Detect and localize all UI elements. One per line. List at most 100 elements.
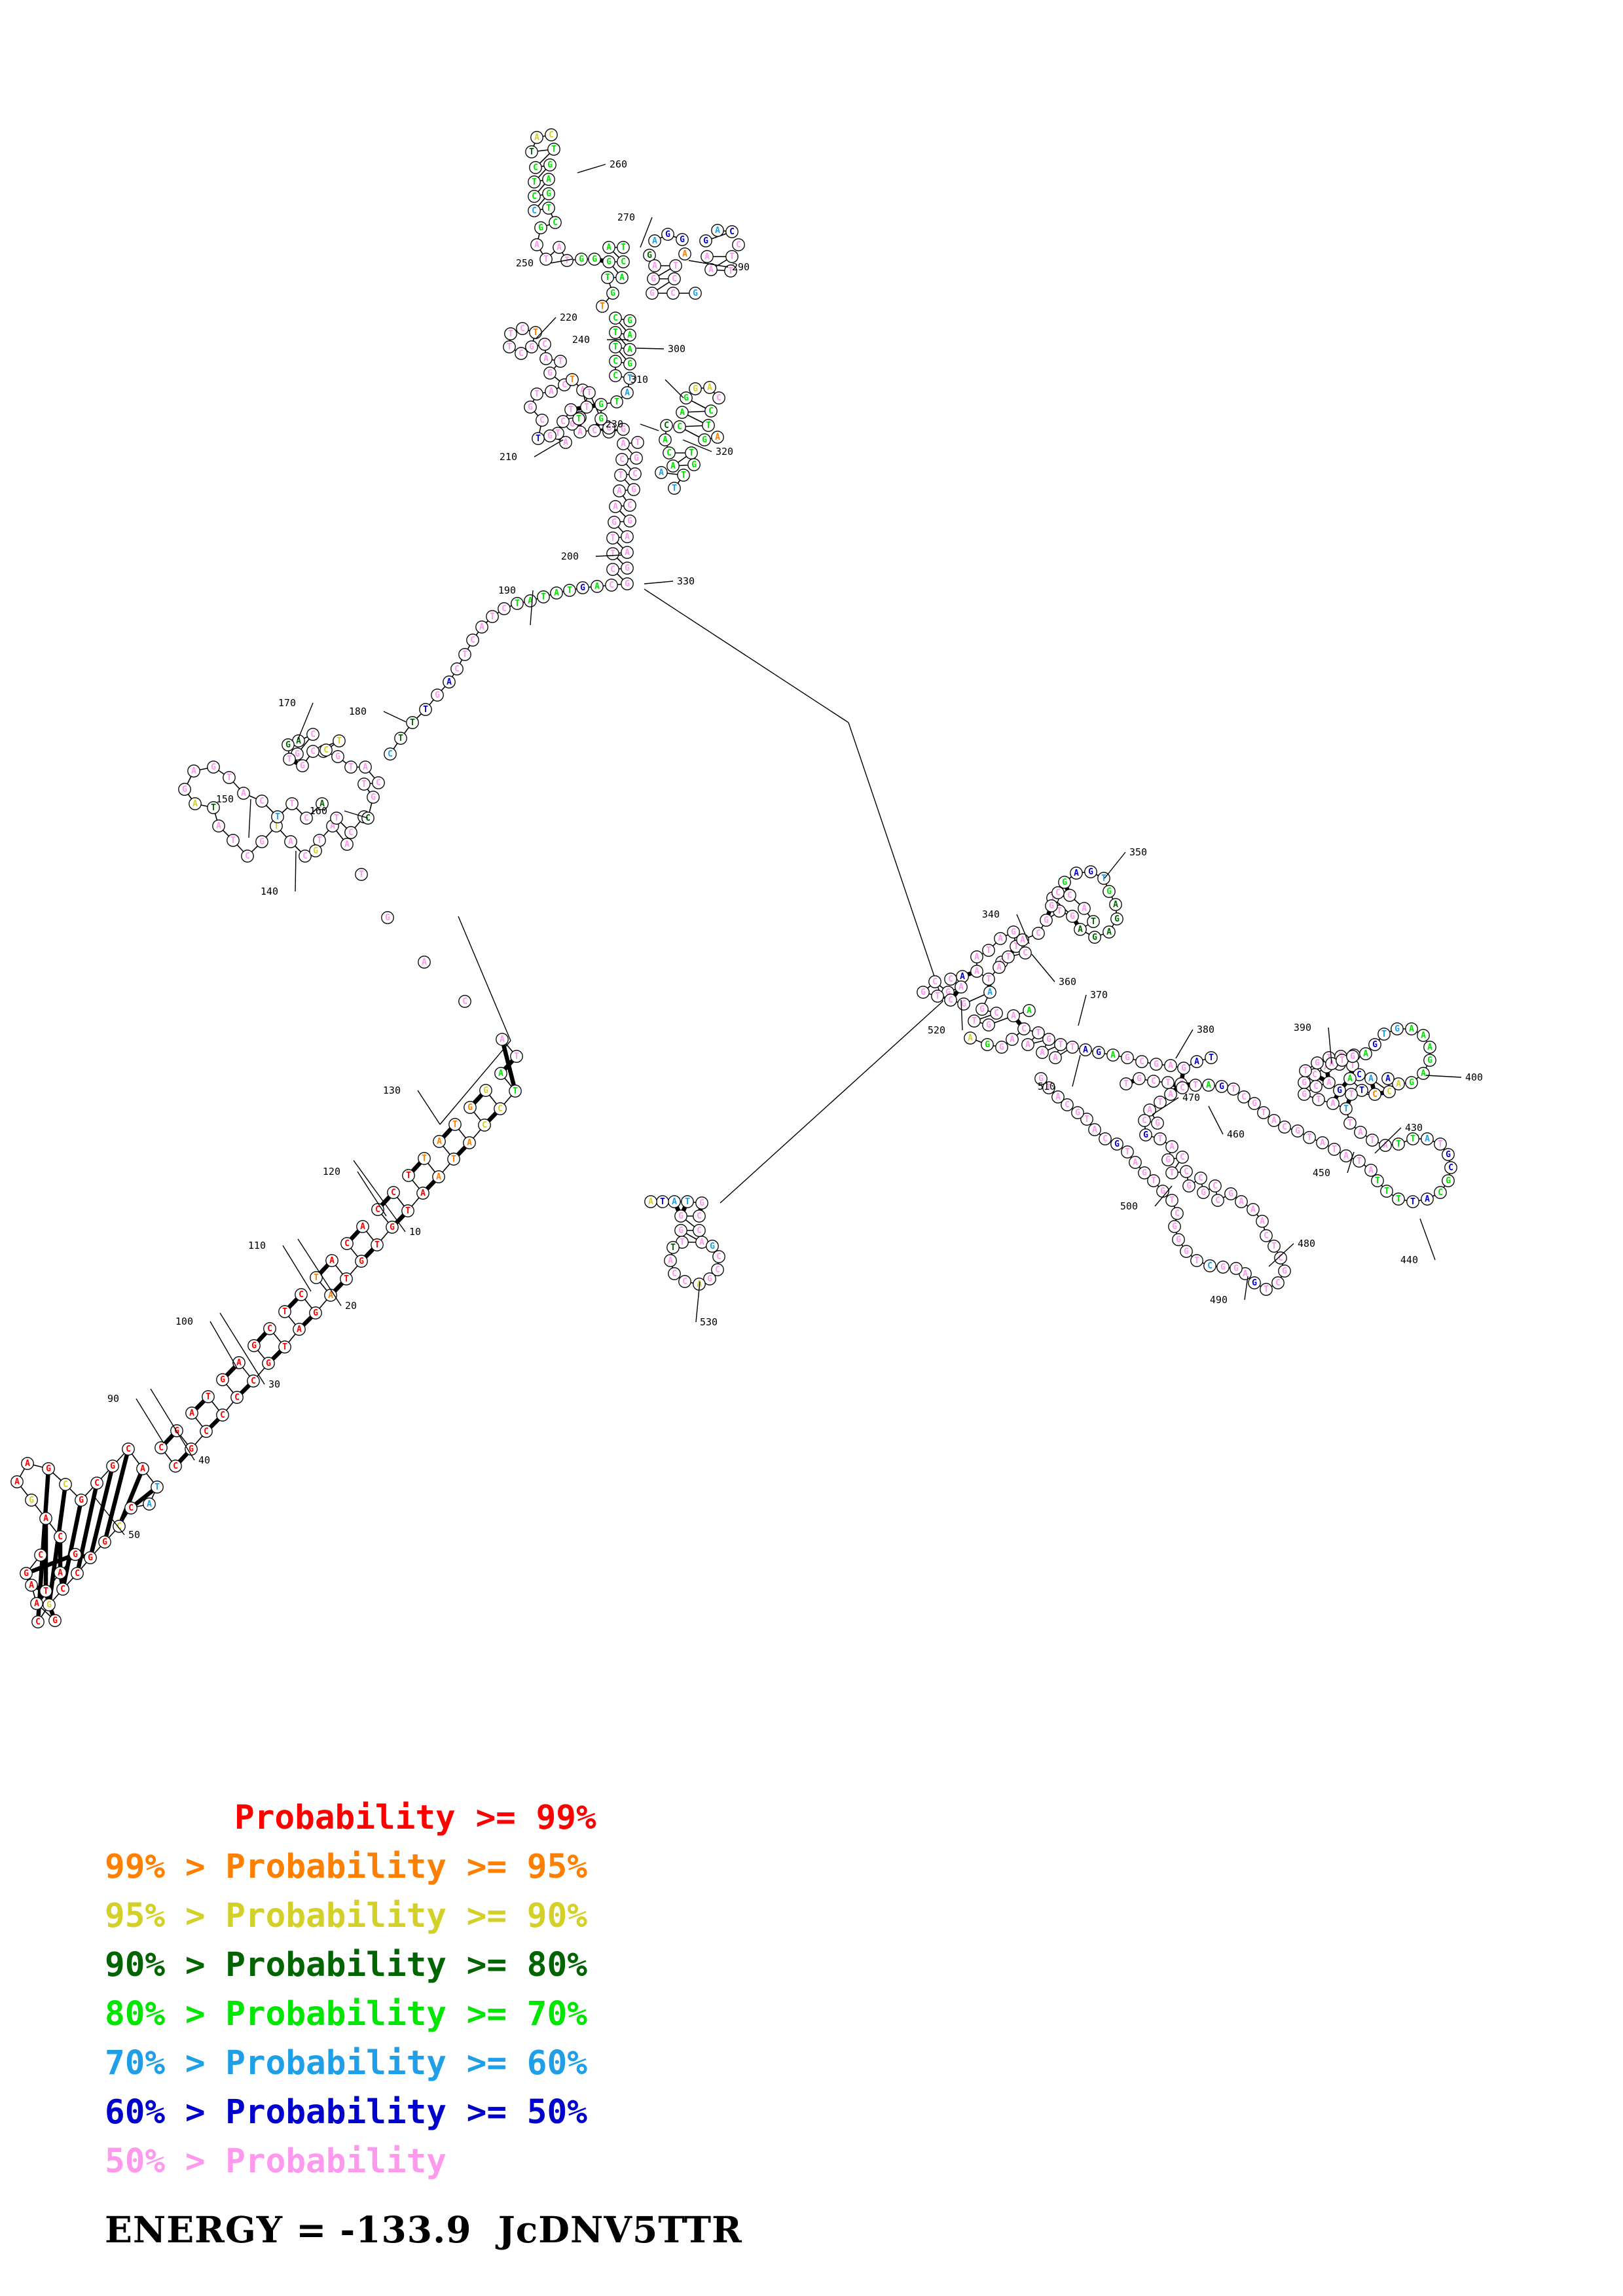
nucleotide-letter: C bbox=[619, 455, 625, 465]
nucleotide-letter: T bbox=[1316, 1095, 1321, 1105]
nucleotide: G bbox=[1368, 1038, 1381, 1051]
nucleotide: C bbox=[615, 453, 629, 466]
nucleotide-letter: G bbox=[1176, 1235, 1181, 1245]
nucleotide-circle bbox=[21, 1457, 34, 1470]
nucleotide: C bbox=[623, 499, 636, 512]
nucleotide-letter: T bbox=[1006, 952, 1011, 962]
nucleotide-circle bbox=[1237, 1090, 1250, 1103]
nucleotide-circle bbox=[724, 264, 737, 278]
nucleotide: T bbox=[1002, 950, 1015, 963]
nucleotide-letter: T bbox=[534, 389, 539, 399]
nucleotide-letter: C bbox=[1180, 1083, 1185, 1093]
nucleotide: C bbox=[295, 1288, 308, 1301]
nucleotide-circle bbox=[31, 1615, 45, 1628]
nucleotide-circle bbox=[1143, 1103, 1156, 1117]
nucleotide-letter: G bbox=[24, 1569, 29, 1579]
nucleotide-letter: C bbox=[1438, 1188, 1443, 1198]
nucleotide-letter: G bbox=[1302, 1078, 1307, 1088]
nucleotide-circle bbox=[1154, 1132, 1167, 1145]
nucleotide-circle bbox=[278, 1340, 291, 1354]
nucleotide-letter: A bbox=[1083, 1045, 1088, 1055]
nucleotide: T bbox=[344, 761, 357, 774]
nucleotide-letter: G bbox=[678, 1211, 684, 1221]
position-label: 330 bbox=[677, 575, 695, 587]
nucleotide-circle bbox=[566, 373, 579, 386]
nucleotide-letter: T bbox=[462, 650, 467, 660]
nucleotide: C bbox=[1176, 1081, 1189, 1094]
nucleotide-circle bbox=[498, 602, 511, 615]
nucleotide: A bbox=[1267, 1114, 1281, 1127]
nucleotide-letter: A bbox=[1363, 1049, 1368, 1059]
nucleotide: C bbox=[516, 322, 529, 335]
nucleotide-letter: G bbox=[631, 485, 636, 495]
nucleotide-circle bbox=[466, 634, 479, 647]
position-label: 230 bbox=[606, 418, 623, 430]
nucleotide-circle bbox=[1353, 1155, 1366, 1168]
nucleotide-circle bbox=[1381, 1072, 1395, 1085]
nucleotide-circle bbox=[1017, 1022, 1030, 1035]
nucleotide-circle bbox=[528, 204, 541, 217]
nucleotide: G bbox=[606, 287, 619, 300]
nucleotide-letter: G bbox=[1372, 1040, 1377, 1050]
legend-indent bbox=[0, 2039, 105, 2088]
position-leader-line bbox=[640, 423, 659, 431]
nucleotide-circle bbox=[711, 431, 724, 444]
nucleotide: C bbox=[299, 850, 312, 863]
position-label: 30 bbox=[268, 1378, 280, 1390]
nucleotide-circle bbox=[610, 395, 623, 408]
nucleotide-letter: A bbox=[1010, 1035, 1015, 1045]
nucleotide-circle bbox=[1366, 1134, 1379, 1147]
nucleotide-circle bbox=[614, 469, 627, 482]
nucleotide: G bbox=[43, 1598, 56, 1611]
nucleotide-circle bbox=[664, 1254, 677, 1267]
nucleotide-letter: T bbox=[348, 762, 354, 772]
nucleotide: C bbox=[169, 1460, 182, 1473]
nucleotide-circle bbox=[124, 1501, 137, 1515]
nucleotide-letter: A bbox=[1329, 1059, 1334, 1069]
nucleotide: T bbox=[525, 145, 538, 158]
nucleotide: A bbox=[185, 1407, 198, 1420]
position-leader-line bbox=[210, 1321, 238, 1369]
nucleotide-letter: T bbox=[546, 204, 551, 213]
nucleotide-letter: T bbox=[1084, 1115, 1089, 1124]
nucleotide: G bbox=[643, 249, 656, 262]
nucleotide-circle bbox=[69, 1548, 82, 1561]
nucleotide-letter: G bbox=[547, 368, 553, 378]
nucleotide-circle bbox=[1224, 1187, 1237, 1200]
nucleotide-letter: C bbox=[627, 501, 632, 511]
nucleotide-circle bbox=[1164, 1059, 1177, 1072]
nucleotide-circle bbox=[223, 771, 236, 784]
nucleotide-circle bbox=[982, 1018, 995, 1031]
nucleotide-circle bbox=[995, 1041, 1008, 1054]
nucleotide-letter: T bbox=[1350, 1061, 1355, 1071]
nucleotide-letter: A bbox=[619, 273, 625, 283]
nucleotide: T bbox=[1328, 1143, 1341, 1156]
nucleotide: G bbox=[995, 1041, 1008, 1054]
position-label: 190 bbox=[498, 584, 516, 596]
nucleotide-letter: G bbox=[570, 420, 575, 429]
nucleotide-letter: C bbox=[532, 206, 537, 216]
nucleotide-circle bbox=[1359, 1047, 1372, 1060]
nucleotide-circle bbox=[1049, 1051, 1062, 1064]
nucleotide-circle bbox=[1368, 1088, 1381, 1101]
nucleotide: G bbox=[1346, 1050, 1359, 1063]
nucleotide-circle bbox=[609, 355, 622, 368]
nucleotide-letter: G bbox=[649, 289, 655, 298]
nucleotide: C bbox=[372, 776, 385, 789]
nucleotide-circle bbox=[1165, 1194, 1178, 1207]
nucleotide-letter: C bbox=[1275, 1278, 1281, 1288]
nucleotide: A bbox=[1340, 1149, 1353, 1162]
nucleotide-letter: C bbox=[1023, 948, 1028, 958]
nucleotide-circle bbox=[330, 812, 343, 825]
nucleotide-letter: C bbox=[1184, 1167, 1189, 1177]
nucleotide: C bbox=[384, 747, 397, 761]
nucleotide-letter: T bbox=[508, 329, 513, 339]
nucleotide-letter: A bbox=[43, 1514, 48, 1524]
nucleotide-circle bbox=[711, 1263, 724, 1276]
nucleotide: C bbox=[31, 1615, 45, 1628]
nucleotide-letter: A bbox=[715, 226, 720, 236]
nucleotide: C bbox=[944, 973, 957, 986]
nucleotide: G bbox=[464, 1101, 477, 1114]
nucleotide-circle bbox=[285, 797, 299, 810]
nucleotide: A bbox=[1256, 1215, 1269, 1228]
